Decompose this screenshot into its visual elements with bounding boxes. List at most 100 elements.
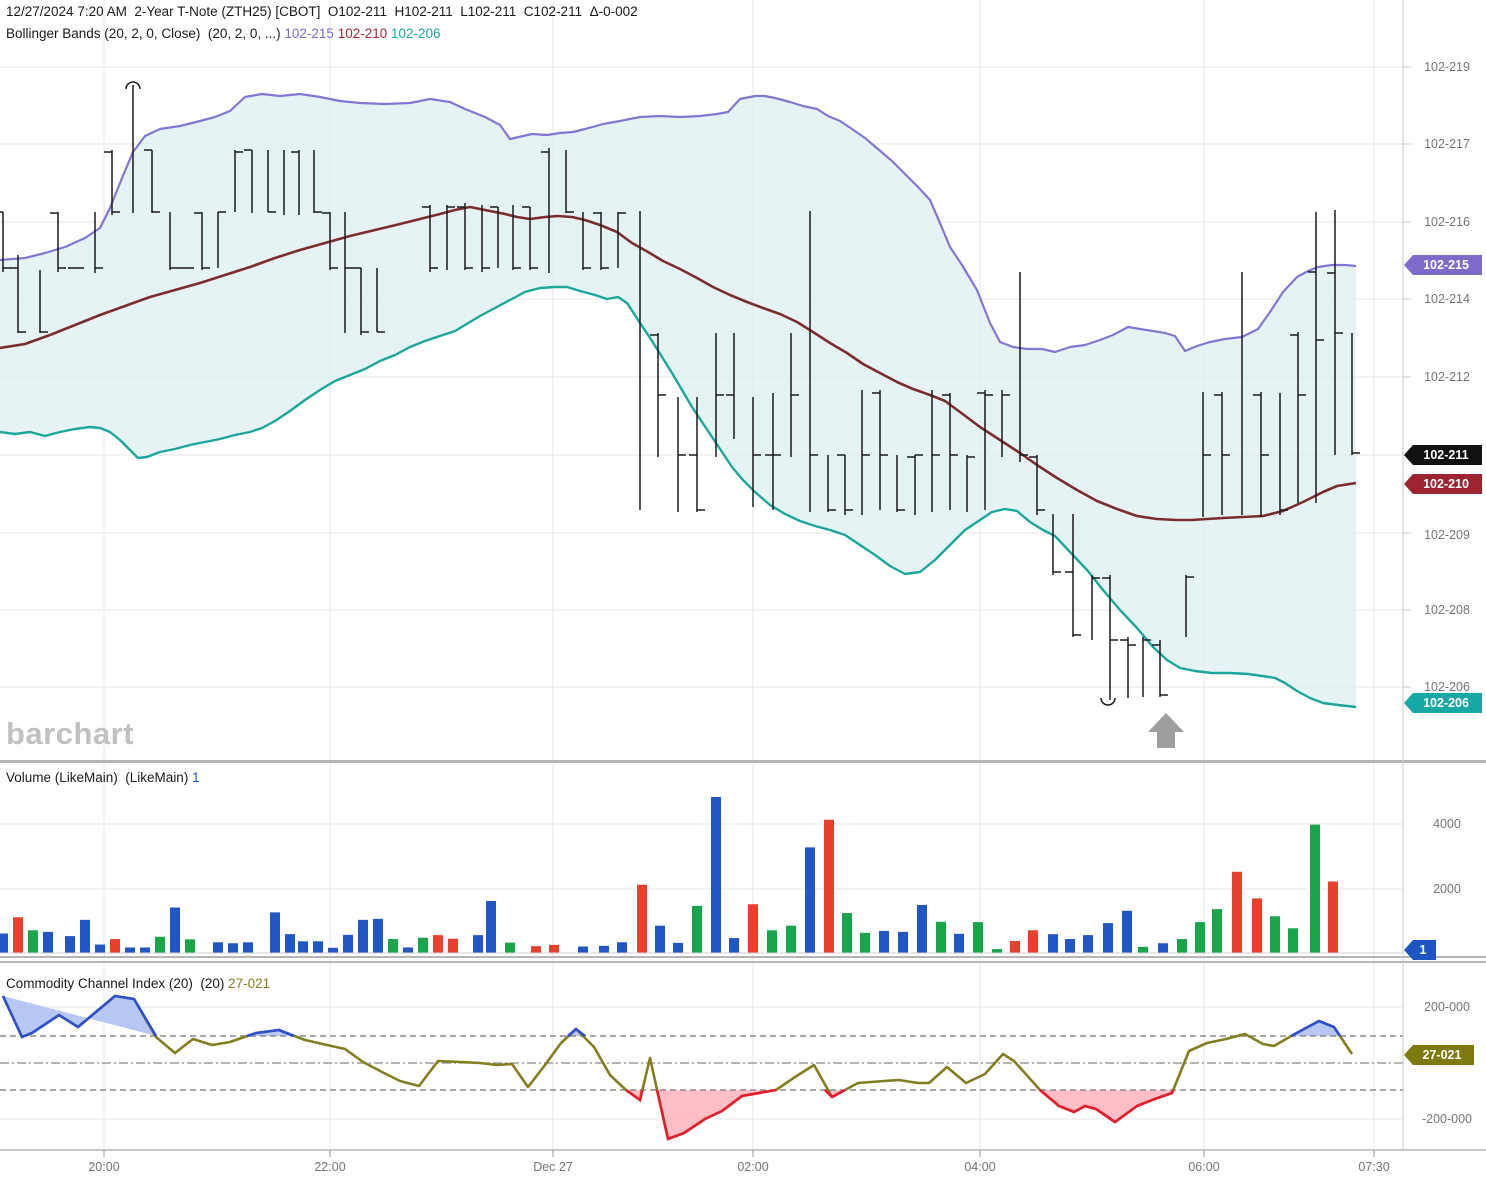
volume-bar [140,947,150,953]
time-axis-label: 07:30 [1358,1160,1390,1174]
cci-line-blue-segment [567,1027,586,1038]
session-low-arc-icon [1100,697,1116,706]
volume-panel-title: Volume (LikeMain) (LikeMain) 1 [6,770,200,785]
volume-bar [95,944,105,953]
volume-bar [185,939,195,953]
volume-bar [1028,930,1038,953]
cci-value: 27-021 [228,976,271,991]
volume-bar [65,936,75,953]
volume-bar [748,904,758,953]
volume-bar [13,917,23,953]
volume-bar [486,901,496,953]
bollinger-middle-value: 102-210 [337,26,388,41]
volume-bar [729,938,739,953]
volume-bar [125,947,135,953]
volume-bar [1288,928,1298,953]
volume-bar [80,919,90,953]
volume-bar [824,819,834,953]
barchart-logo: barchart [6,716,135,751]
volume-bar [578,946,588,953]
volume-bar [473,935,483,953]
bollinger-header: Bollinger Bands (20, 2, 0, Close) (20, 2… [6,26,441,41]
volume-bar [673,942,683,953]
volume-bar [954,933,964,953]
volume-axis-label: 2000 [1433,882,1461,896]
time-axis-label: 02:00 [737,1160,769,1174]
volume-bar [0,933,8,953]
price-axis-label: 102-219 [1424,60,1470,74]
price-axis-label: 102-212 [1424,370,1470,384]
volume-bar [898,931,908,953]
volume-bar [917,904,927,953]
volume-bar [992,949,1002,953]
volume-bar [1195,922,1205,953]
volume-bar [767,930,777,953]
volume-bar [692,905,702,953]
volume-bar [270,912,280,953]
volume-bar [28,930,38,953]
volume-bar [373,918,383,953]
price-axis-label: 102-217 [1424,137,1470,151]
volume-bar [617,942,627,953]
time-axis-label: 20:00 [88,1160,120,1174]
cci-line-red-segment [655,1088,777,1141]
volume-bar [711,797,721,953]
panel-divider [0,760,1486,763]
volume-bar [313,941,323,953]
bollinger-fill [0,94,1356,707]
volume-bar [1232,871,1242,953]
volume-bar [388,939,398,953]
volume-bar [1212,909,1222,953]
volume-badge: 1 [1404,940,1436,960]
volume-bar [531,946,541,953]
price-axis-label: 102-206 [1424,680,1470,694]
volume-bar [243,942,253,953]
up-arrow-icon [1148,713,1184,748]
volume-bar [973,922,983,953]
volume-axis-label: 4000 [1433,817,1461,831]
volume-bar [1048,934,1058,953]
cci-badge: 27-021 [1404,1045,1474,1065]
volume-bar [1328,881,1338,953]
volume-bar [549,944,559,953]
volume-bar [505,942,515,953]
volume-bar [298,941,308,953]
bollinger-upper-value: 102-215 [284,26,334,41]
volume-bar [1177,939,1187,953]
volume-bar [433,935,443,953]
volume-bar [842,913,852,953]
volume-bar [879,930,889,953]
volume-bar [285,934,295,953]
cci-panel-title: Commodity Channel Index (20) (20) 27-021 [6,976,271,991]
volume-bar [1010,940,1020,953]
volume-bar [655,925,665,953]
time-axis-label: 04:00 [964,1160,996,1174]
volume-bar [936,921,946,953]
bollinger-lower-value: 102-206 [391,26,441,41]
volume-bar [213,942,223,953]
panel-divider [0,956,1486,958]
time-axis-label: Dec 27 [533,1160,573,1174]
volume-bar [1065,939,1075,953]
bollinger-middle-band [0,205,1357,522]
price-badge: 102-206 [1404,693,1482,713]
volume-bar [358,919,368,953]
volume-bar [448,938,458,953]
price-badge: 102-211 [1404,445,1482,465]
cci-line-blue-segment [1,994,158,1039]
session-open-arc-icon [125,81,141,90]
price-badge: 102-210 [1404,474,1482,494]
volume-bar [1122,910,1132,953]
cci-axis-label: -200-000 [1421,1112,1473,1126]
volume-bar [1310,824,1320,953]
volume-bar [1270,916,1280,953]
cci-line-blue-segment [246,1028,295,1038]
volume-bar [43,931,53,953]
volume-bar [637,884,647,953]
cci-oversold-fill [1040,1090,1173,1122]
volume-value: 1 [192,770,200,785]
symbol-ohlc-header: 12/27/2024 7:20 AM 2-Year T-Note (ZTH25)… [6,4,638,19]
volume-bar [1252,898,1262,953]
price-axis-label: 102-214 [1424,292,1470,306]
